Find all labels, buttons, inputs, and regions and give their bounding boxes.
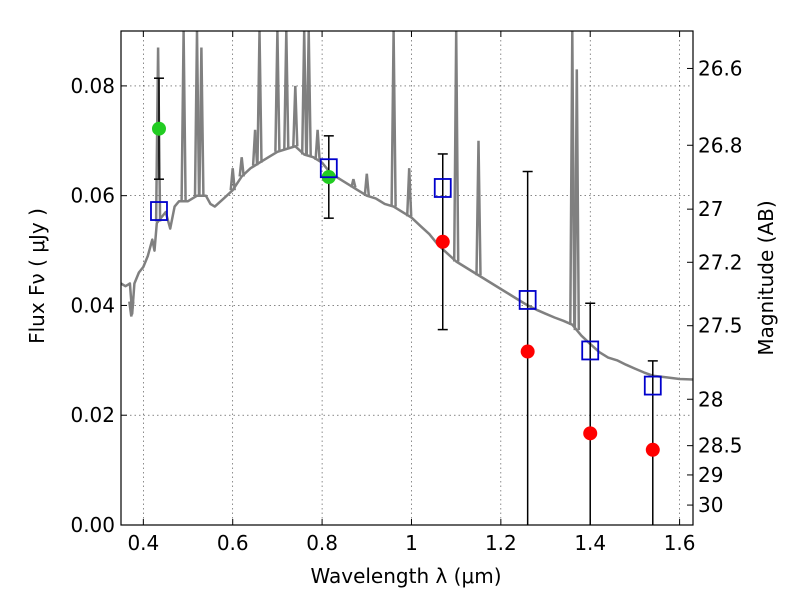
model-square-marker <box>433 178 452 198</box>
red-data-point <box>520 344 535 359</box>
emission-line-spike <box>314 129 321 161</box>
y-tick-label: 0.08 <box>70 74 115 98</box>
emission-line-spike <box>405 168 413 217</box>
y-tick-label: 0.04 <box>70 293 115 317</box>
right-tick-label: 28 <box>698 387 723 411</box>
red-data-point <box>645 442 660 457</box>
right-tick-label: 27.2 <box>698 250 743 274</box>
right-tick-label: 26.8 <box>698 133 743 157</box>
emission-line-spike <box>569 31 576 325</box>
emission-line-spike <box>193 31 201 196</box>
emission-line-spike <box>452 31 460 262</box>
y-tick-label: 0.02 <box>70 403 115 427</box>
emission-line-spike <box>350 178 357 188</box>
emission-line-spike <box>229 168 236 191</box>
y-tick-label: 0.00 <box>70 513 115 537</box>
model-square-marker <box>581 340 600 361</box>
axis-ticks: 0.4 0.6 0.8 1 1.2 1.4 1.6 0.00 0.02 0.04 0.06 0.08 2… <box>70 31 743 555</box>
model-square-marker <box>319 158 338 179</box>
x-axis-label: Wavelength λ (μm) <box>310 564 501 588</box>
right-tick-label: 29 <box>698 463 723 487</box>
plot-frame <box>120 30 694 526</box>
x-tick-label: 0.8 <box>306 531 338 555</box>
emission-line-spike <box>305 31 312 156</box>
right-tick-label: 28.5 <box>698 434 743 458</box>
right-tick-label: 26.6 <box>698 56 743 80</box>
x-tick-label: 0.6 <box>217 531 249 555</box>
emission-line-spike <box>573 69 581 331</box>
x-tick-label: 1.6 <box>664 531 696 555</box>
emission-line-spike <box>256 31 263 163</box>
emission-line-spike <box>238 157 245 177</box>
x-tick-label: 0.4 <box>127 531 159 555</box>
right-axis-label: Magnitude (AB) <box>754 200 778 355</box>
emission-line-spike <box>198 47 205 196</box>
y-tick-label: 0.06 <box>70 184 115 208</box>
emission-line-spike <box>292 85 299 147</box>
right-tick-label: 30 <box>698 493 723 517</box>
x-tick-label: 1.4 <box>574 531 606 555</box>
right-tick-label: 27 <box>698 197 723 221</box>
emission-line-spike <box>274 31 281 152</box>
right-tick-label: 27.5 <box>698 314 743 338</box>
emission-line-spike <box>300 31 308 155</box>
model-square-marker <box>643 375 662 396</box>
red-data-point <box>583 426 598 441</box>
model-square-marker <box>518 290 537 310</box>
red-data-point <box>435 234 450 249</box>
emission-line-spike <box>363 173 371 196</box>
emission-line-spike <box>390 31 397 207</box>
emission-line-spike <box>283 31 290 150</box>
grid <box>121 31 693 526</box>
spectrum-line <box>121 145 693 381</box>
green-data-point <box>151 121 166 136</box>
emission-line-spike <box>180 31 187 202</box>
emission-line-spike <box>475 140 482 276</box>
emission-line-spike <box>128 301 135 317</box>
plot-area <box>121 31 693 525</box>
y-axis-label: Flux Fν ( μJy ) <box>25 208 49 344</box>
x-tick-label: 1.2 <box>485 531 517 555</box>
x-tick-label: 1 <box>405 531 418 555</box>
model-square-marker <box>150 201 168 221</box>
